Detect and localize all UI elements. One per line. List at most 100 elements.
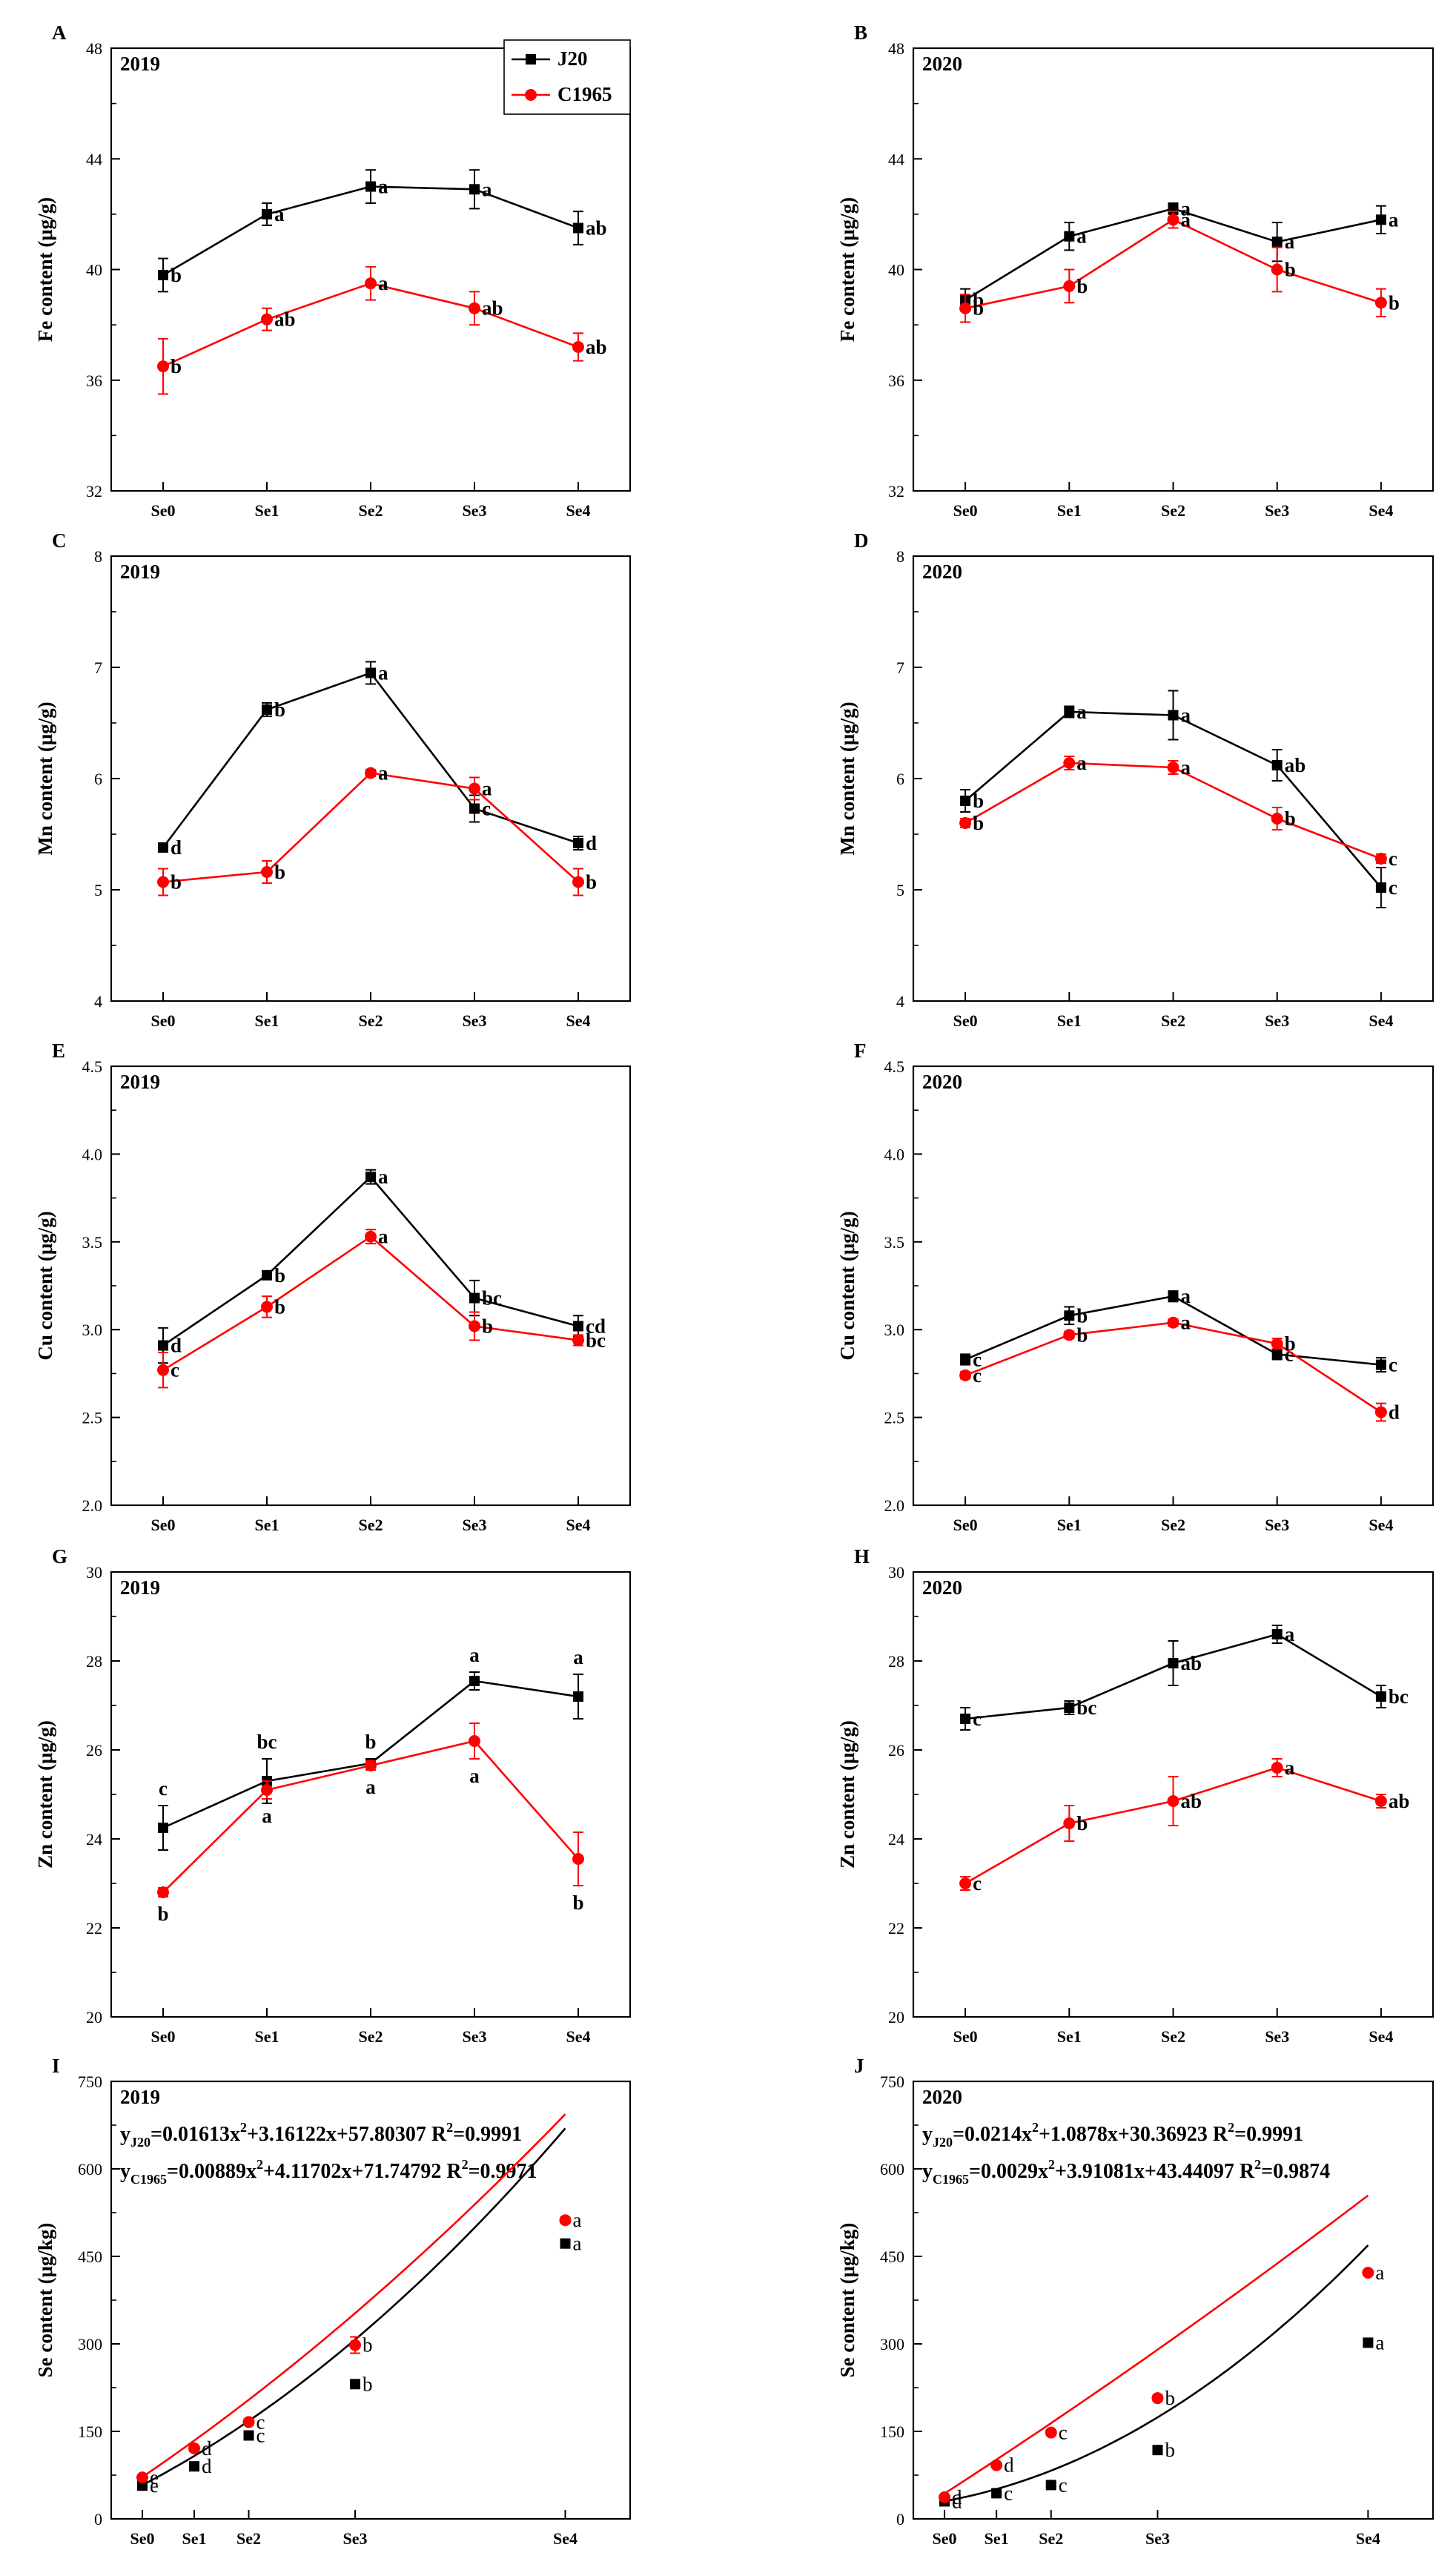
- significance-letter: b: [363, 2373, 373, 2395]
- data-point: [157, 360, 169, 373]
- x-tick-label: Se0: [953, 1516, 978, 1534]
- data-point: [261, 1784, 273, 1796]
- x-tick-label: Se2: [1161, 1516, 1185, 1534]
- y-tick-label: 40: [86, 261, 102, 280]
- y-tick-label: 4: [94, 992, 102, 1011]
- data-point: [469, 1292, 480, 1304]
- data-point: [365, 1172, 376, 1183]
- y-tick-label: 8: [94, 547, 102, 566]
- x-tick-label: Se2: [1161, 1011, 1185, 1030]
- significance-letter: b: [171, 355, 182, 377]
- y-tick-label: 5: [94, 881, 102, 899]
- significance-letter: b: [1076, 1324, 1088, 1346]
- legend-label: C1965: [557, 83, 612, 105]
- data-point: [188, 2442, 200, 2454]
- x-tick-label: Se0: [151, 1516, 176, 1534]
- data-point: [960, 796, 971, 806]
- panel-J: 0 150 300 450 600 750 Se0 Se1 Se2 Se3 Se4 Se conten…: [836, 2055, 1435, 2548]
- significance-letter: e: [150, 2474, 159, 2497]
- data-point: [1363, 2337, 1374, 2348]
- significance-letter: a: [482, 178, 492, 200]
- x-tick-label: Se4: [566, 1516, 591, 1534]
- year-label: 2019: [120, 561, 160, 583]
- significance-letter: c: [1004, 2482, 1013, 2504]
- panel-label: J: [854, 2055, 864, 2077]
- y-axis-label: Se content (μg/kg): [34, 2223, 56, 2378]
- data-point: [189, 2461, 199, 2472]
- data-point: [137, 2480, 148, 2491]
- panel-label: C: [52, 529, 67, 552]
- significance-letter: cd: [586, 1315, 606, 1337]
- data-point: [349, 2339, 361, 2351]
- data-point: [1168, 1291, 1179, 1302]
- x-tick-label: Se2: [1161, 501, 1185, 520]
- legend-marker: [525, 89, 537, 101]
- data-point: [1374, 853, 1387, 865]
- panel-label: A: [52, 22, 67, 44]
- x-tick-label: Se1: [255, 1516, 279, 1534]
- data-point: [1375, 882, 1386, 893]
- data-point: [1271, 1762, 1283, 1774]
- y-tick-label: 600: [880, 2160, 904, 2179]
- x-tick-label: Se4: [566, 501, 591, 520]
- significance-letter: d: [171, 836, 182, 859]
- legend-marker: [526, 54, 536, 65]
- x-tick-label: Se4: [1369, 1011, 1393, 1030]
- y-axis-label: Cu content (μg/g): [34, 1211, 56, 1360]
- fit-curve: [944, 2245, 1369, 2503]
- significance-letter: a: [365, 1776, 376, 1798]
- series-J20: b a a a ab: [158, 169, 607, 293]
- data-point: [1271, 1338, 1283, 1350]
- significance-letter: ab: [482, 297, 503, 320]
- data-point: [572, 1853, 584, 1865]
- y-tick-label: 2.5: [884, 1409, 905, 1427]
- y-tick-label: 20: [888, 2008, 904, 2027]
- series-J20: c bc b a a: [158, 1644, 583, 1851]
- y-tick-label: 30: [888, 1563, 904, 1582]
- data-point: [1374, 1795, 1387, 1807]
- data-point: [573, 1691, 583, 1702]
- x-tick-label: Se2: [359, 501, 383, 520]
- axes-frame: [912, 1065, 1435, 1507]
- x-tick-label: Se2: [1161, 2027, 1185, 2046]
- significance-letter: a: [1076, 752, 1087, 774]
- data-point: [158, 842, 168, 853]
- significance-letter: a: [274, 203, 285, 225]
- significance-letter: a: [573, 2233, 582, 2255]
- data-point: [1063, 757, 1076, 769]
- significance-letter: bc: [1076, 1697, 1096, 1719]
- data-point: [1064, 1702, 1075, 1713]
- significance-letter: a: [1181, 704, 1191, 727]
- data-point: [1362, 2267, 1374, 2279]
- y-tick-label: 7: [896, 658, 904, 677]
- data-point: [365, 277, 377, 290]
- fit-equation: yJ20=0.01613x2+3.16122x+57.80307 R2=0.99…: [120, 2120, 522, 2150]
- data-point: [1375, 1359, 1386, 1370]
- significance-letter: a: [378, 1226, 388, 1248]
- panel-label: I: [52, 2055, 60, 2077]
- data-point: [158, 1340, 168, 1351]
- significance-letter: a: [1375, 2331, 1384, 2354]
- data-point: [1374, 1406, 1387, 1418]
- x-tick-label: Se0: [953, 2027, 978, 2046]
- y-tick-label: 450: [880, 2247, 904, 2266]
- data-point: [365, 767, 377, 779]
- data-point: [959, 1369, 972, 1381]
- significance-letter: b: [1076, 1812, 1088, 1834]
- axes-frame: [912, 47, 1435, 492]
- significance-letter: a: [1285, 1623, 1295, 1645]
- panel-label: F: [854, 1040, 867, 1062]
- y-tick-label: 26: [888, 1741, 904, 1760]
- y-tick-label: 750: [880, 2072, 904, 2091]
- data-point: [559, 2214, 572, 2227]
- significance-letter: c: [1389, 876, 1397, 899]
- data-point: [469, 782, 480, 795]
- series-J20: d c cba: [939, 2245, 1384, 2512]
- significance-letter: ab: [586, 336, 607, 358]
- data-point: [960, 1714, 971, 1724]
- data-point: [262, 1269, 272, 1281]
- data-point: [158, 1823, 168, 1833]
- y-tick-label: 48: [888, 39, 904, 58]
- data-point: [959, 302, 972, 314]
- fit-curve: [944, 2194, 1369, 2494]
